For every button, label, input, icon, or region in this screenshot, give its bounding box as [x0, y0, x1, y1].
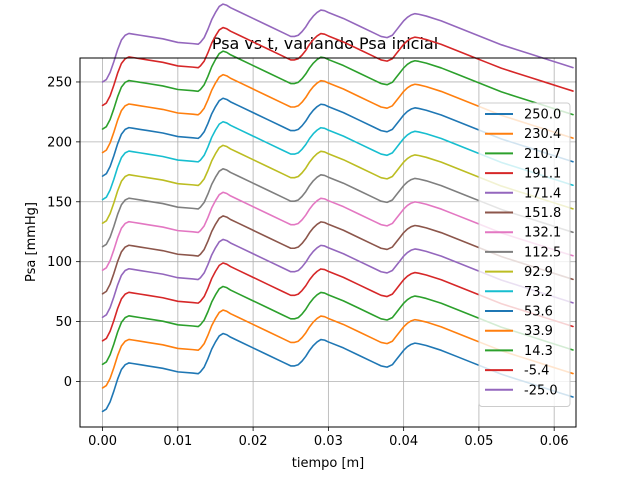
y-tick-label: 250	[47, 75, 72, 90]
legend-label: 73.2	[524, 285, 553, 300]
x-tick-label: 0.00	[88, 434, 117, 449]
x-tick-label: 0.01	[163, 434, 192, 449]
legend-label: 191.1	[524, 167, 561, 182]
series-line	[101, 168, 574, 248]
legend-label: 92.9	[524, 265, 553, 280]
legend-label: 210.7	[524, 147, 561, 162]
legend-label: 14.3	[524, 344, 553, 359]
legend-label: 112.5	[524, 245, 561, 260]
x-tick-label: 0.02	[239, 434, 268, 449]
legend: 250.0 230.4 210.7 191.1 171.4 151.8 132.1 112.5…	[478, 102, 571, 407]
series-line	[101, 285, 574, 366]
y-tick-label: 50	[55, 315, 72, 330]
series-line	[101, 262, 574, 342]
legend-label: 250.0	[524, 108, 561, 123]
legend-label: 230.4	[524, 127, 561, 142]
legend-label: 151.8	[524, 206, 561, 221]
y-axis: 0 50 100 150 200 250	[47, 75, 80, 390]
y-tick-label: 200	[47, 135, 72, 150]
x-tick-label: 0.06	[540, 434, 569, 449]
series-line	[101, 144, 574, 225]
series-line	[101, 97, 574, 177]
legend-label: 132.1	[524, 226, 561, 241]
series-line	[101, 73, 574, 154]
chart-title: Psa vs t, variando Psa inicial	[212, 34, 438, 53]
x-tick-label: 0.03	[314, 434, 343, 449]
series-line	[101, 50, 574, 130]
y-tick-label: 150	[47, 195, 72, 210]
x-tick-label: 0.04	[389, 434, 418, 449]
legend-label: 53.6	[524, 305, 553, 320]
series-layer	[101, 3, 574, 413]
legend-label: -25.0	[524, 383, 558, 398]
y-tick-label: 0	[64, 375, 72, 390]
legend-label: -5.4	[524, 364, 549, 379]
y-axis-title: Psa [mmHg]	[24, 202, 39, 282]
series-line	[101, 238, 574, 319]
series-line	[101, 3, 574, 83]
series-line	[101, 309, 574, 389]
x-axis-title: tiempo [m]	[292, 456, 365, 471]
series-line	[101, 26, 574, 107]
legend-label: 171.4	[524, 186, 561, 201]
x-tick-label: 0.05	[464, 434, 493, 449]
series-line	[101, 120, 574, 201]
x-axis: 0.00 0.01 0.02 0.03 0.04 0.05 0.06	[88, 427, 569, 449]
y-tick-label: 100	[47, 255, 72, 270]
series-line	[101, 191, 574, 271]
legend-label: 33.9	[524, 324, 553, 339]
series-line	[101, 215, 574, 295]
series-line	[101, 332, 574, 413]
